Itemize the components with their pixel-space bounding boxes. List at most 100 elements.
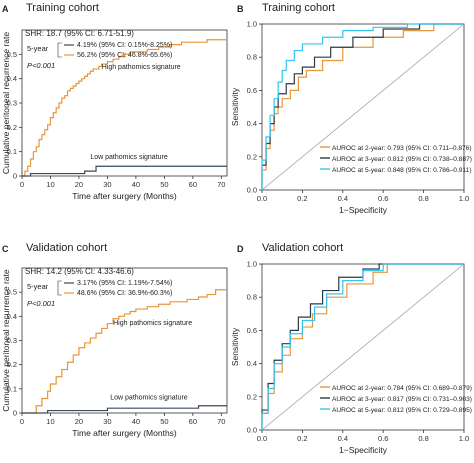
x-tick-label: 0.6: [378, 194, 388, 203]
x-tick-label: 0: [20, 417, 24, 426]
panel-c: C Validation cohort 0 10 20 30 40 50 60 70 0 0.1 0.2…: [1, 242, 228, 438]
y-tick-label: 0.0: [247, 186, 257, 195]
series-annotation-high: High pathomics signature: [113, 320, 192, 327]
panel-title: Training cohort: [26, 2, 99, 14]
x-tick-label: 30: [103, 417, 111, 426]
panel-b: B Training cohort 0.0 0.2 0.4 0.6 0.8 1.0 0.0 0.2…: [230, 2, 472, 215]
y-axis-label: Cumulative peritoneal recurrence rate: [1, 269, 11, 411]
y-tick-label: 0.1: [7, 384, 17, 393]
y-tick-label: 0.0: [247, 426, 257, 435]
y-tick-label: 0.4: [7, 312, 17, 321]
five-year-label: 5-year: [27, 44, 49, 53]
y-tick-label: 0.5: [7, 288, 17, 297]
y-tick-label: 0.8: [247, 53, 257, 62]
y-tick-label: 0.2: [247, 392, 257, 401]
x-tick-label: 0.2: [297, 434, 307, 443]
x-tick-label: 10: [46, 180, 54, 189]
y-axis-label: Sensitivity: [230, 327, 240, 366]
y-tick-label: 1.0: [247, 20, 257, 29]
x-tick-label: 0.0: [257, 434, 267, 443]
y-axis-label: Cumulative peritoneal recurrence rate: [1, 32, 11, 174]
shr-text: SHR: 14.2 (95% CI: 4.33-46.6): [25, 267, 134, 276]
reference-diagonal: [261, 23, 465, 191]
panel-letter: A: [2, 4, 9, 14]
y-tick-label: 1.0: [247, 260, 257, 269]
x-tick-label: 40: [132, 417, 140, 426]
x-tick-label: 0.8: [418, 434, 428, 443]
panel-d: D Validation cohort 0.0 0.2 0.4 0.6 0.8 1.0 0.0 0…: [230, 242, 472, 455]
series-line: [22, 405, 227, 414]
x-axis-label: 1−Specificity: [339, 445, 388, 455]
x-axis-label: Time after surgery (Months): [72, 191, 177, 201]
stat-row-low: 3.17% (95% CI: 1.19%-7.54%): [77, 280, 172, 287]
series-annotation-low: Low pathomics signature: [110, 395, 188, 402]
y-tick-label: 0.6: [247, 326, 257, 335]
panel-letter: D: [237, 244, 244, 254]
x-tick-label: 1.0: [459, 434, 469, 443]
x-tick-label: 0.4: [338, 194, 348, 203]
y-axis-label: Sensitivity: [230, 87, 240, 126]
five-year-label: 5-year: [27, 282, 49, 291]
stat-row-high: 56.2% (95% CI: 46.8%-65.6%): [77, 52, 172, 59]
x-axis-label: Time after surgery (Months): [72, 428, 177, 438]
plot-frame: [261, 23, 465, 191]
plot-frame: [261, 263, 465, 431]
x-tick-label: 0.4: [338, 434, 348, 443]
x-tick-label: 20: [75, 180, 83, 189]
y-tick-label: 0.2: [7, 123, 17, 132]
stat-row-high: 48.6% (95% CI: 36.9%-60.3%): [77, 290, 172, 297]
y-tick-label: 0.4: [247, 359, 257, 368]
y-tick-label: 0.2: [7, 360, 17, 369]
panel-title: Validation cohort: [262, 242, 343, 254]
y-tick-label: 0.1: [7, 147, 17, 156]
x-tick-label: 0.2: [297, 194, 307, 203]
legend-entry: AUROC at 5-year: 0.812 (95% CI: 0.729–0.…: [332, 407, 472, 414]
legend-entry: AUROC at 2-year: 0.784 (95% CI: 0.689–0.…: [332, 385, 472, 392]
p-value: P<0.001: [27, 299, 55, 308]
legend-entry: AUROC at 5-year: 0.848 (95% CI: 0.786–0.…: [332, 167, 472, 174]
x-tick-label: 60: [189, 417, 197, 426]
y-tick-label: 0: [13, 409, 17, 418]
x-tick-label: 70: [217, 180, 225, 189]
series-line: [261, 23, 464, 190]
legend-entry: AUROC at 3-year: 0.817 (95% CI: 0.731–0.…: [332, 396, 472, 403]
y-tick-label: 0.4: [247, 119, 257, 128]
legend-entry: AUROC at 3-year: 0.812 (95% CI: 0.738–0.…: [332, 156, 472, 163]
p-value: P<0.001: [27, 61, 55, 70]
x-tick-label: 0: [20, 180, 24, 189]
series-line: [22, 289, 227, 414]
panel-title: Validation cohort: [26, 242, 107, 254]
stat-row-low: 4.19% (95% CI: 0.15%-8.25%): [77, 42, 172, 49]
panel-title: Training cohort: [262, 2, 335, 14]
series-line: [261, 263, 464, 430]
series-annotation-high: High pathomics signature: [102, 64, 181, 71]
bracket: [57, 280, 62, 296]
x-tick-label: 10: [46, 417, 54, 426]
y-tick-label: 0.8: [247, 293, 257, 302]
x-tick-label: 1.0: [459, 194, 469, 203]
panel-letter: C: [2, 244, 9, 254]
shr-text: SHR: 18.7 (95% CI: 6.71-51.9): [25, 29, 134, 38]
series-line: [22, 165, 227, 177]
y-tick-label: 0.2: [247, 152, 257, 161]
x-tick-label: 70: [217, 417, 225, 426]
y-tick-label: 0.4: [7, 74, 17, 83]
x-tick-label: 50: [160, 180, 168, 189]
x-tick-label: 50: [160, 417, 168, 426]
y-tick-label: 0.3: [7, 336, 17, 345]
legend-entry: AUROC at 2-year: 0.793 (95% CI: 0.711–0.…: [332, 145, 472, 152]
x-tick-label: 0.8: [418, 194, 428, 203]
x-tick-label: 0.0: [257, 194, 267, 203]
x-tick-label: 0.6: [378, 434, 388, 443]
panel-letter: B: [237, 4, 244, 14]
x-tick-label: 40: [132, 180, 140, 189]
panel-a: A Training cohort 0 10 20 30 40 50 60 70 0 0.1 0.2 0.…: [1, 2, 228, 201]
bracket: [57, 42, 62, 58]
x-tick-label: 20: [75, 417, 83, 426]
x-tick-label: 30: [103, 180, 111, 189]
x-axis-label: 1−Specificity: [339, 205, 388, 215]
series-line: [22, 39, 227, 177]
y-tick-label: 0: [13, 172, 17, 181]
series-annotation-low: Low pathomics signature: [90, 154, 168, 161]
